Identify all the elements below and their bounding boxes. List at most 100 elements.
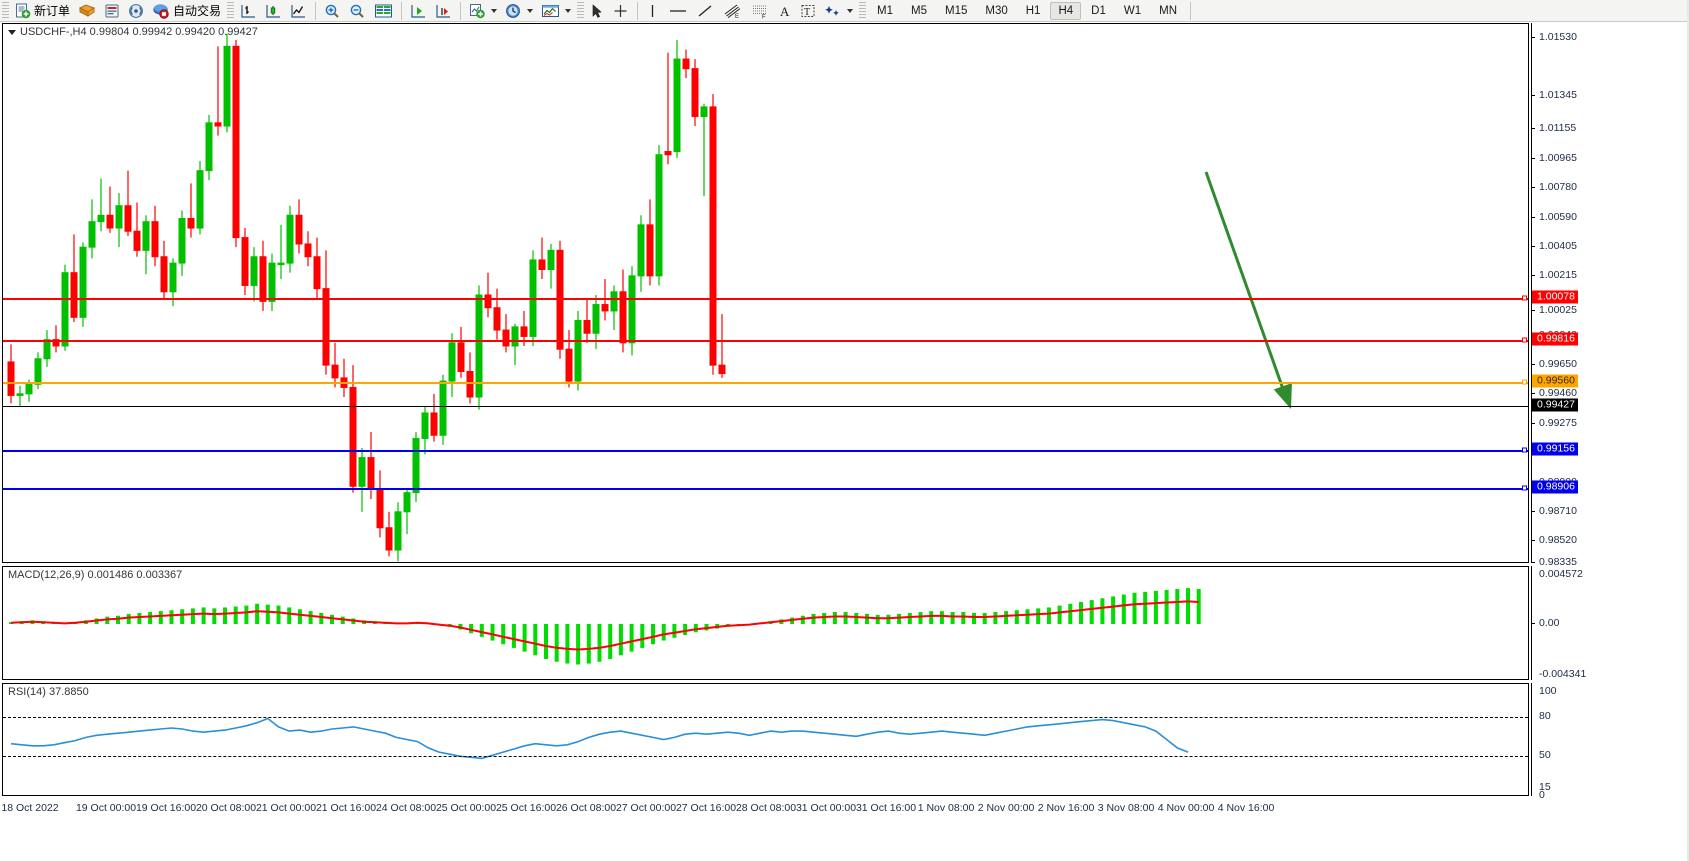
timeframe-m1[interactable]: M1 (877, 4, 894, 17)
level-handle-resistance-2[interactable] (1522, 337, 1527, 343)
candle-body (583, 319, 591, 334)
macd-histogram-bar (1186, 588, 1190, 624)
terminal-button[interactable] (101, 1, 123, 21)
candle-body (610, 291, 618, 312)
timeframe-m5[interactable]: M5 (911, 4, 927, 17)
price-tick: 0.99650 (1532, 358, 1577, 370)
chevron-down-icon-2[interactable] (527, 8, 534, 13)
candle-body (547, 249, 555, 270)
timeframe-h4[interactable]: H4 (1050, 1, 1082, 20)
objects-tool[interactable] (821, 1, 856, 21)
macd-histogram-bar (126, 613, 131, 624)
level-line-bid-line[interactable] (3, 406, 1528, 407)
down-trend-arrow[interactable] (1204, 171, 1292, 409)
level-line-support-2[interactable] (3, 488, 1528, 490)
macd-histogram-bar (565, 624, 570, 664)
fibonacci-tool[interactable]: F (747, 1, 773, 21)
candle-body (421, 412, 429, 439)
candle-body (475, 294, 483, 398)
text-tool[interactable]: A (775, 1, 795, 21)
bar-chart-icon (241, 4, 256, 18)
level-handle-support-2[interactable] (1522, 485, 1527, 491)
level-line-resistance-1[interactable] (3, 298, 1528, 300)
macd-histogram-bar (9, 622, 13, 624)
level-handle-support-1[interactable] (1522, 447, 1527, 453)
terminal-icon (105, 4, 119, 17)
auto-scroll-button[interactable] (407, 1, 430, 21)
rsi-pane[interactable]: RSI(14) 37.8850 (2, 683, 1529, 796)
toolbar-grip-4[interactable] (859, 1, 867, 20)
vertical-scrollbar[interactable] (1687, 0, 1689, 861)
line-chart-button[interactable] (287, 1, 310, 21)
chevron-down-icon[interactable] (491, 8, 498, 13)
candle-body (205, 122, 213, 172)
macd-histogram-bar (800, 615, 805, 624)
chart-canvas-area[interactable]: USDCHF-,H4 0.99804 0.99942 0.99420 0.994… (0, 23, 1689, 861)
time-label: 4 Nov 00:00 (1157, 802, 1215, 814)
timeframe-h1[interactable]: H1 (1025, 4, 1041, 17)
data-window-button[interactable] (371, 1, 396, 21)
timeframe-w1[interactable]: W1 (1123, 4, 1142, 17)
time-label: 21 Oct 00:00 (255, 802, 317, 814)
toolbar-grip[interactable] (2, 1, 9, 20)
periods-button[interactable] (502, 1, 536, 21)
macd-histogram-bar (490, 624, 495, 641)
price-tag-resistance-2: 0.99816 (1532, 332, 1578, 346)
signals-button[interactable] (125, 1, 147, 21)
timeframe-mn[interactable]: MN (1159, 4, 1177, 17)
bar-chart-button[interactable] (237, 1, 260, 21)
timeframe-m30[interactable]: M30 (985, 4, 1008, 17)
macd-signal-line (10, 600, 1199, 651)
toolbar-grip-3[interactable] (577, 1, 585, 20)
price-pane[interactable]: USDCHF-,H4 0.99804 0.99942 0.99420 0.994… (2, 23, 1529, 563)
candle-body (241, 237, 249, 286)
level-line-pivot[interactable] (3, 382, 1528, 384)
equidistant-channel-tool[interactable]: E (719, 1, 745, 21)
timeframe-m15[interactable]: M15 (945, 4, 968, 17)
autotrading-button[interactable]: 自动交易 (149, 1, 224, 21)
text-label-tool[interactable]: T (797, 1, 819, 21)
macd-pane[interactable]: MACD(12,26,9) 0.001486 0.003367 (2, 566, 1529, 680)
new-order-button[interactable]: 新订单 (12, 1, 73, 21)
level-handle-resistance-1[interactable] (1522, 295, 1527, 301)
cursor-tool[interactable] (587, 1, 607, 21)
expert-advisors-button[interactable] (75, 1, 99, 21)
templates-button[interactable] (538, 1, 574, 21)
price-tick: 1.00215 (1532, 269, 1577, 281)
macd-histogram-bar (950, 612, 955, 624)
candlestick-chart-button[interactable] (262, 1, 285, 21)
chevron-down-icon-3[interactable] (565, 8, 572, 13)
candle-body (511, 326, 519, 347)
indicators-button[interactable] (466, 1, 500, 21)
crosshair-tool[interactable] (609, 1, 632, 21)
candle-body (295, 214, 303, 245)
zoom-out-icon (350, 4, 364, 18)
autotrading-icon (153, 3, 169, 19)
price-scale[interactable]: 1.01530 1.01345 1.01155 1.00965 1.00780 1.005… (1531, 23, 1687, 568)
candlestick-icon (266, 4, 281, 18)
level-line-support-1[interactable] (3, 450, 1528, 452)
toolbar-grip-2[interactable] (227, 1, 235, 20)
trendline-tool[interactable] (693, 1, 717, 21)
macd-histogram-bar (683, 624, 688, 636)
timeframe-d1[interactable]: D1 (1091, 4, 1106, 17)
toolbar-separator-1 (315, 1, 317, 20)
macd-histogram-bar (918, 612, 923, 624)
zoom-out-button[interactable] (346, 1, 369, 21)
zoom-in-button[interactable] (321, 1, 344, 21)
chevron-down-icon-4[interactable] (847, 8, 854, 13)
vertical-line-tool[interactable] (643, 1, 663, 21)
macd-histogram-bar (1111, 596, 1116, 624)
price-tick: 0.98335 (1532, 556, 1577, 568)
level-handle-pivot[interactable] (1522, 379, 1527, 385)
candle-body (259, 256, 267, 302)
vertical-line-icon (651, 4, 654, 17)
rsi-tick: 15 (1539, 781, 1551, 793)
level-line-resistance-2[interactable] (3, 340, 1528, 342)
horizontal-line-tool[interactable] (665, 1, 691, 21)
time-label: 2 Nov 16:00 (1037, 802, 1095, 814)
crosshair-icon (614, 4, 627, 17)
macd-histogram-bar (116, 615, 120, 624)
chart-shift-button[interactable] (432, 1, 455, 21)
price-tag-support-2: 0.98906 (1532, 480, 1578, 494)
